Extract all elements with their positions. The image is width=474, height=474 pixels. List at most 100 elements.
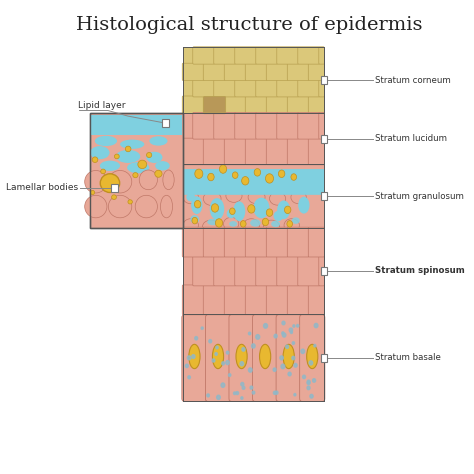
FancyBboxPatch shape — [287, 227, 309, 257]
FancyBboxPatch shape — [214, 256, 236, 286]
Ellipse shape — [120, 139, 144, 149]
Bar — [111, 184, 118, 192]
Ellipse shape — [191, 196, 202, 214]
FancyBboxPatch shape — [308, 285, 324, 315]
Ellipse shape — [191, 215, 199, 223]
FancyBboxPatch shape — [224, 285, 246, 315]
FancyBboxPatch shape — [287, 285, 309, 315]
Circle shape — [294, 364, 297, 367]
Bar — [90, 113, 182, 228]
Circle shape — [250, 386, 253, 389]
FancyBboxPatch shape — [224, 63, 246, 81]
Circle shape — [284, 206, 291, 214]
FancyBboxPatch shape — [224, 138, 246, 165]
Ellipse shape — [223, 217, 239, 230]
Ellipse shape — [111, 195, 117, 200]
Circle shape — [301, 349, 305, 354]
Ellipse shape — [139, 170, 157, 190]
Circle shape — [234, 392, 236, 394]
FancyBboxPatch shape — [203, 285, 225, 315]
FancyBboxPatch shape — [182, 96, 204, 113]
Circle shape — [291, 331, 292, 334]
Circle shape — [242, 386, 245, 389]
Text: Stratum corneum: Stratum corneum — [374, 75, 450, 84]
Ellipse shape — [149, 137, 167, 146]
Circle shape — [240, 220, 246, 227]
Circle shape — [219, 165, 227, 173]
FancyBboxPatch shape — [235, 256, 256, 286]
Ellipse shape — [163, 170, 174, 190]
Circle shape — [292, 356, 295, 360]
Circle shape — [282, 321, 285, 325]
Text: Stratum basale: Stratum basale — [374, 353, 440, 362]
FancyBboxPatch shape — [182, 169, 324, 195]
Bar — [182, 113, 324, 164]
Ellipse shape — [100, 161, 120, 171]
Ellipse shape — [160, 195, 173, 218]
Ellipse shape — [271, 220, 280, 227]
Circle shape — [208, 173, 214, 181]
Circle shape — [201, 327, 203, 329]
Ellipse shape — [109, 171, 132, 193]
Circle shape — [281, 364, 285, 369]
Circle shape — [236, 392, 238, 394]
FancyBboxPatch shape — [256, 80, 278, 97]
Ellipse shape — [85, 195, 107, 218]
Ellipse shape — [264, 220, 280, 233]
FancyBboxPatch shape — [298, 80, 319, 97]
Circle shape — [194, 201, 201, 208]
FancyBboxPatch shape — [182, 285, 204, 315]
Ellipse shape — [210, 198, 224, 219]
FancyBboxPatch shape — [245, 285, 267, 315]
FancyBboxPatch shape — [203, 138, 225, 165]
Circle shape — [226, 351, 229, 354]
Ellipse shape — [273, 211, 283, 221]
Circle shape — [265, 174, 273, 183]
FancyBboxPatch shape — [182, 315, 207, 401]
FancyBboxPatch shape — [266, 96, 288, 113]
FancyBboxPatch shape — [266, 63, 288, 81]
Ellipse shape — [114, 154, 119, 159]
Bar — [91, 115, 182, 135]
Ellipse shape — [226, 189, 242, 202]
Circle shape — [289, 328, 292, 332]
FancyBboxPatch shape — [235, 112, 256, 139]
Circle shape — [291, 174, 297, 180]
Bar — [182, 47, 324, 113]
Circle shape — [195, 337, 198, 340]
Circle shape — [273, 391, 276, 394]
Circle shape — [248, 368, 252, 372]
FancyBboxPatch shape — [235, 80, 256, 97]
Circle shape — [240, 362, 244, 366]
Ellipse shape — [250, 219, 261, 227]
FancyBboxPatch shape — [287, 63, 309, 81]
FancyBboxPatch shape — [235, 47, 256, 64]
Ellipse shape — [92, 157, 98, 163]
FancyBboxPatch shape — [308, 227, 324, 257]
Circle shape — [293, 325, 295, 327]
Bar — [320, 135, 328, 143]
FancyBboxPatch shape — [308, 96, 324, 113]
FancyBboxPatch shape — [182, 138, 204, 165]
FancyBboxPatch shape — [298, 256, 319, 286]
Ellipse shape — [277, 201, 290, 219]
FancyBboxPatch shape — [256, 256, 278, 286]
FancyBboxPatch shape — [256, 112, 278, 139]
FancyBboxPatch shape — [253, 315, 278, 401]
Ellipse shape — [95, 136, 117, 146]
FancyBboxPatch shape — [319, 112, 324, 139]
Circle shape — [302, 375, 306, 379]
Circle shape — [192, 217, 198, 224]
FancyBboxPatch shape — [308, 138, 324, 165]
Bar — [182, 164, 324, 228]
Ellipse shape — [155, 161, 170, 171]
Circle shape — [229, 208, 235, 215]
Circle shape — [252, 344, 255, 348]
Text: Stratum spinosum: Stratum spinosum — [374, 266, 464, 275]
FancyBboxPatch shape — [245, 63, 267, 81]
FancyBboxPatch shape — [300, 315, 325, 401]
Circle shape — [274, 334, 277, 338]
Circle shape — [310, 394, 313, 398]
Circle shape — [287, 220, 292, 227]
Circle shape — [187, 356, 191, 360]
